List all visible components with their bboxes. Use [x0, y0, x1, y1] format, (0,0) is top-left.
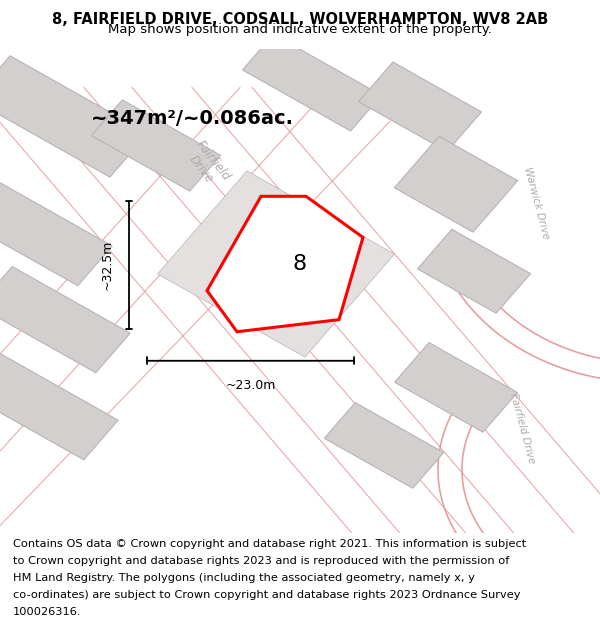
Text: co-ordinates) are subject to Crown copyright and database rights 2023 Ordnance S: co-ordinates) are subject to Crown copyr…: [13, 590, 521, 600]
Polygon shape: [395, 342, 517, 432]
Polygon shape: [418, 229, 530, 313]
Polygon shape: [0, 56, 148, 177]
Polygon shape: [0, 354, 118, 460]
Text: ~23.0m: ~23.0m: [226, 379, 275, 392]
Text: Fairfield Drive: Fairfield Drive: [508, 392, 536, 465]
Text: ~347m²/~0.086ac.: ~347m²/~0.086ac.: [91, 109, 293, 128]
Polygon shape: [0, 266, 130, 372]
Text: 8, FAIRFIELD DRIVE, CODSALL, WOLVERHAMPTON, WV8 2AB: 8, FAIRFIELD DRIVE, CODSALL, WOLVERHAMPT…: [52, 12, 548, 27]
Polygon shape: [394, 136, 518, 232]
Text: to Crown copyright and database rights 2023 and is reproduced with the permissio: to Crown copyright and database rights 2…: [13, 556, 509, 566]
Text: ~32.5m: ~32.5m: [101, 240, 114, 291]
Polygon shape: [0, 179, 112, 286]
Text: HM Land Registry. The polygons (including the associated geometry, namely x, y: HM Land Registry. The polygons (includin…: [13, 573, 475, 583]
Text: Warwick Drive: Warwick Drive: [523, 166, 551, 241]
Polygon shape: [207, 196, 363, 332]
Polygon shape: [158, 171, 394, 357]
Polygon shape: [91, 100, 221, 191]
Text: 8: 8: [293, 254, 307, 274]
Polygon shape: [242, 34, 382, 131]
Polygon shape: [359, 62, 481, 152]
Text: Contains OS data © Crown copyright and database right 2021. This information is : Contains OS data © Crown copyright and d…: [13, 539, 526, 549]
Text: Map shows position and indicative extent of the property.: Map shows position and indicative extent…: [108, 23, 492, 36]
Polygon shape: [324, 402, 444, 488]
Text: 100026316.: 100026316.: [13, 608, 82, 618]
Text: Fairfield
Drive: Fairfield Drive: [181, 138, 233, 192]
